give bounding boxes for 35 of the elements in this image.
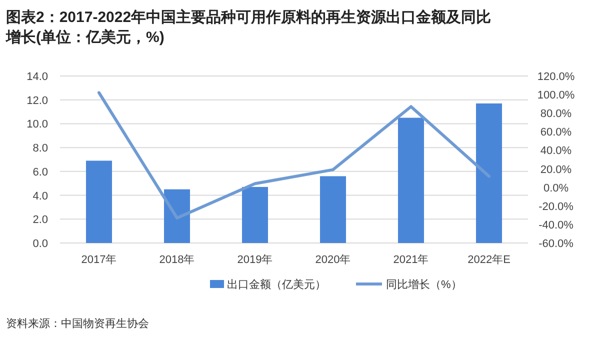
bar bbox=[164, 189, 190, 243]
y-tick-label: 4.0 bbox=[32, 190, 48, 202]
x-tick-label: 2019年 bbox=[237, 254, 273, 266]
y2-tick-label: -40.0% bbox=[538, 219, 574, 232]
x-tick-label: 2018年 bbox=[159, 254, 195, 266]
y2-tick-label: 80.0% bbox=[540, 108, 572, 120]
y2-tick-label: -20.0% bbox=[538, 200, 574, 213]
y-tick-label: 8.0 bbox=[32, 142, 48, 155]
bar bbox=[242, 186, 268, 243]
bar bbox=[476, 103, 502, 243]
text: 资料来源：中国物资再生协会 bbox=[6, 317, 149, 330]
y2-tick-label: -60.0% bbox=[538, 238, 574, 250]
y2-tick-label: 60.0% bbox=[540, 126, 572, 139]
y2-tick-label: 40.0% bbox=[540, 145, 572, 158]
y-tick-label: 2.0 bbox=[32, 214, 48, 226]
y-tick-label: 0.0 bbox=[32, 238, 48, 250]
bar bbox=[86, 160, 112, 243]
y-tick-label: 10.0 bbox=[26, 118, 48, 131]
chart-title: 图表2：2017-2022年中国主要品种可用作原料的再生资源出口金额及同比增长(单位：亿美元，%) bbox=[5, 8, 492, 46]
x-tick-label: 2021年 bbox=[393, 254, 429, 266]
y2-tick-label: 0.0% bbox=[543, 182, 569, 194]
x-tick-label: 2020年 bbox=[315, 254, 351, 266]
y2-tick-label: 100.0% bbox=[537, 90, 575, 102]
x-tick-label: 2022年E bbox=[468, 254, 510, 266]
y-tick-label: 14.0 bbox=[26, 71, 48, 83]
y2-tick-label: 120.0% bbox=[537, 71, 575, 83]
x-tick-label: 2017年 bbox=[81, 254, 117, 266]
line-series bbox=[98, 91, 490, 220]
legend-label: 同比增长（%） bbox=[386, 278, 462, 291]
bar bbox=[320, 176, 346, 243]
y-tick-label: 6.0 bbox=[32, 166, 48, 178]
legend-label: 出口金额（亿美元） bbox=[227, 278, 326, 291]
y-tick-label: 12.0 bbox=[26, 94, 48, 107]
y2-tick-label: 20.0% bbox=[540, 164, 572, 176]
bar bbox=[398, 118, 424, 243]
